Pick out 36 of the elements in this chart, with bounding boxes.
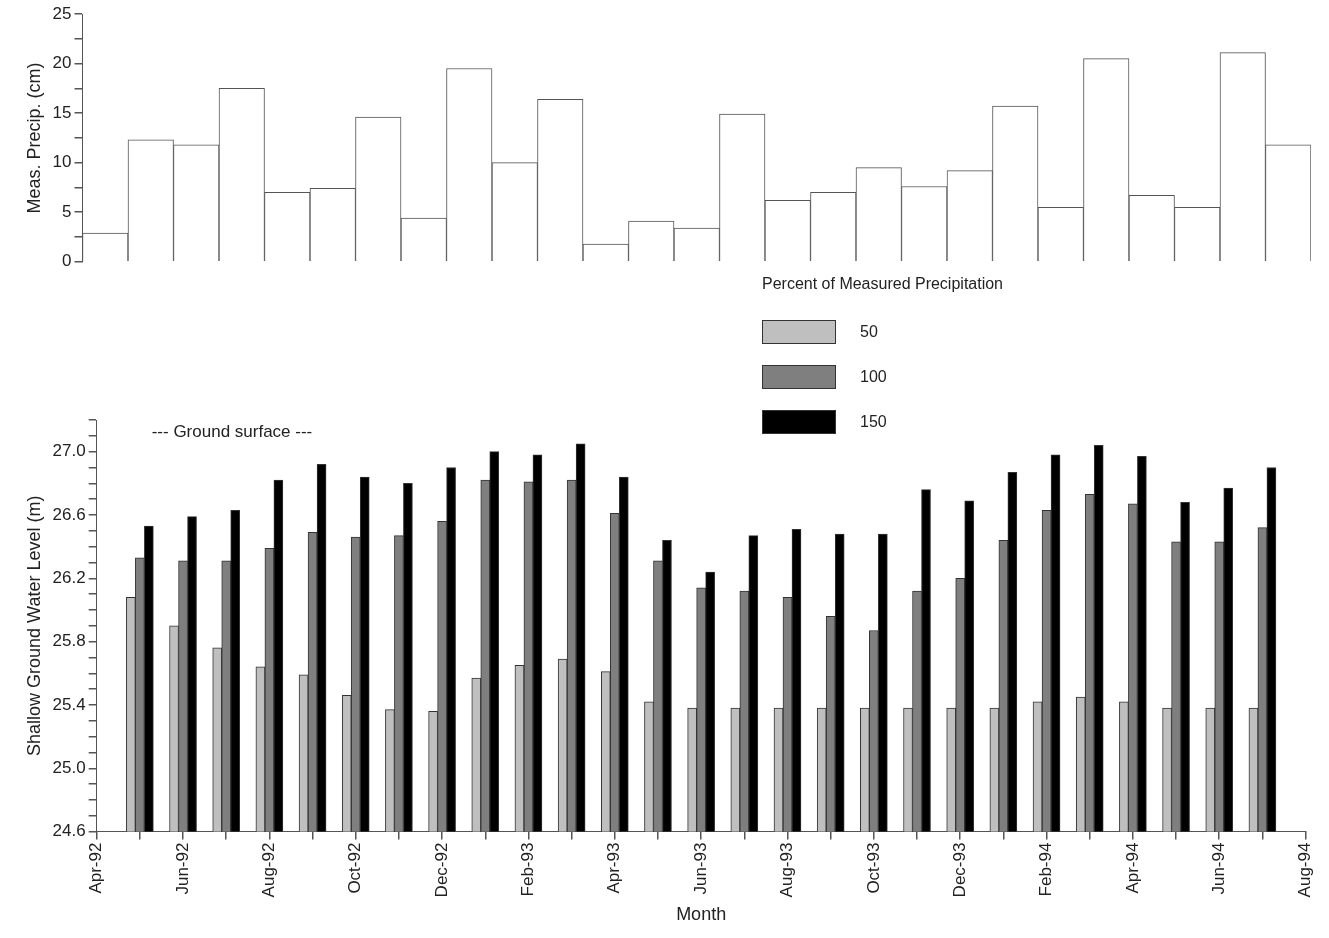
x-tick-label: Feb-93 xyxy=(518,842,538,897)
y-tick-label: 10 xyxy=(52,152,72,172)
legend-label: 50 xyxy=(860,322,878,341)
x-tick-label: Jun-92 xyxy=(172,842,192,895)
x-tick-label: Jun-93 xyxy=(690,842,710,895)
x-tick-label: Apr-93 xyxy=(604,842,624,894)
x-tick-label: Jun-94 xyxy=(1208,842,1228,895)
y-tick-label: 26.6 xyxy=(52,504,86,524)
x-tick-label: Aug-92 xyxy=(259,842,279,898)
x-tick-label: Oct-93 xyxy=(863,842,883,894)
legend-label: 100 xyxy=(860,367,887,386)
y-tick-label: 15 xyxy=(52,102,72,122)
y-tick-label: 27.0 xyxy=(52,441,86,461)
y-tick-label: 25.4 xyxy=(52,694,86,714)
x-tick-label: Aug-94 xyxy=(1295,842,1315,898)
y-tick-label: 5 xyxy=(62,201,72,221)
y-tick-label: 24.6 xyxy=(52,821,86,841)
y-tick-label: 25.8 xyxy=(52,631,86,651)
x-tick-label: Dec-93 xyxy=(949,842,969,898)
y-axis-title: Shallow Ground Water Level (m) xyxy=(23,495,44,757)
x-tick-label: Apr-94 xyxy=(1122,842,1142,894)
legend-title: Percent of Measured Precipitation xyxy=(762,275,1004,293)
x-tick-label: Oct-92 xyxy=(345,842,365,894)
y-tick-label: 25 xyxy=(52,3,72,23)
y-axis-title: Meas. Precip. (cm) xyxy=(23,62,44,214)
x-tick-label: Aug-93 xyxy=(777,842,797,898)
y-tick-label: 0 xyxy=(62,251,72,271)
x-axis-title: Month xyxy=(676,904,727,925)
x-tick-label: Apr-92 xyxy=(86,842,106,894)
x-tick-label: Feb-94 xyxy=(1036,842,1056,897)
y-tick-label: 20 xyxy=(52,53,72,73)
x-tick-label: Dec-92 xyxy=(431,842,451,898)
annotation: --- Ground surface --- xyxy=(151,421,313,441)
legend-label: 150 xyxy=(860,412,887,431)
y-tick-label: 26.2 xyxy=(52,567,86,587)
y-tick-label: 25.0 xyxy=(52,757,86,777)
